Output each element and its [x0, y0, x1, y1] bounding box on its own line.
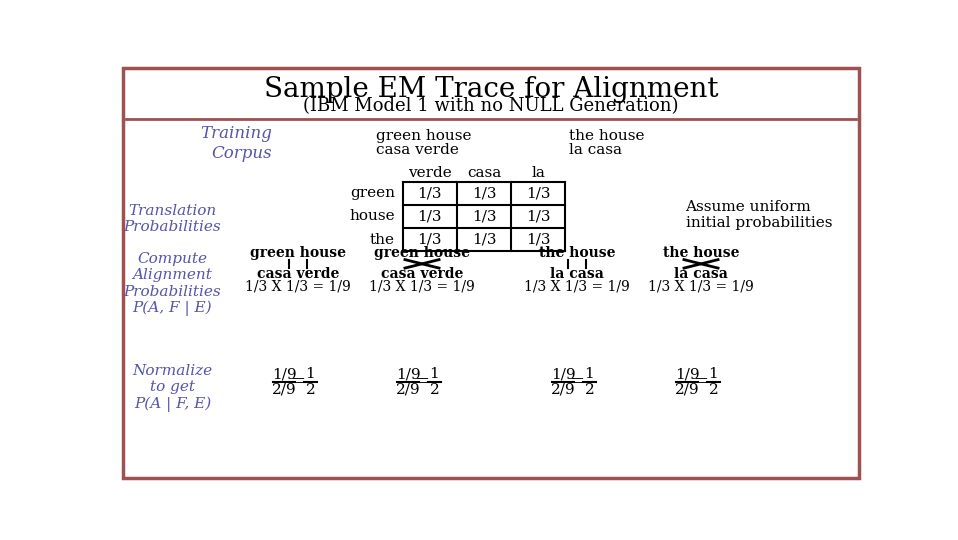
Text: 1/3: 1/3 [418, 233, 442, 247]
Text: la casa: la casa [674, 267, 728, 281]
Text: green house: green house [374, 246, 470, 260]
Text: 1/3: 1/3 [418, 210, 442, 224]
Text: 2/9: 2/9 [551, 383, 576, 397]
Text: 1/3: 1/3 [526, 186, 551, 200]
Text: 1/9: 1/9 [272, 367, 296, 381]
Text: 1/9: 1/9 [674, 367, 699, 381]
Text: Sample EM Trace for Alignment: Sample EM Trace for Alignment [263, 76, 718, 103]
Text: Translation
Probabilities: Translation Probabilities [124, 204, 221, 234]
Text: =: = [290, 373, 306, 391]
Text: la casa: la casa [569, 143, 623, 157]
Text: green: green [350, 186, 395, 200]
Text: green house: green house [250, 246, 346, 260]
Text: 1: 1 [306, 367, 315, 381]
Text: house: house [350, 210, 395, 224]
Text: casa verde: casa verde [257, 267, 339, 281]
Text: Normalize
to get
P(A | F, E): Normalize to get P(A | F, E) [132, 364, 213, 412]
Text: 2: 2 [709, 383, 718, 397]
Text: 1/3 X 1/3 = 1/9: 1/3 X 1/3 = 1/9 [369, 280, 475, 294]
Text: la: la [532, 166, 545, 180]
Text: 1: 1 [709, 367, 718, 381]
Text: =: = [694, 373, 709, 391]
Text: green house: green house [376, 129, 471, 143]
Text: the house: the house [569, 129, 645, 143]
Text: 1/3 X 1/3 = 1/9: 1/3 X 1/3 = 1/9 [649, 280, 754, 294]
FancyBboxPatch shape [123, 68, 859, 477]
Text: casa verde: casa verde [376, 143, 458, 157]
Text: the: the [370, 233, 395, 247]
Text: 1/3: 1/3 [471, 233, 496, 247]
Text: =: = [415, 373, 429, 391]
Text: =: = [569, 373, 584, 391]
Text: 2: 2 [584, 383, 594, 397]
Text: la casa: la casa [550, 267, 604, 281]
Text: 1: 1 [429, 367, 440, 381]
Text: 1: 1 [584, 367, 594, 381]
Text: 1/3: 1/3 [526, 210, 551, 224]
Text: 1/9: 1/9 [396, 367, 421, 381]
Text: verde: verde [408, 166, 451, 180]
Text: 1/9: 1/9 [551, 367, 576, 381]
Text: the house: the house [538, 246, 615, 260]
Text: (IBM Model 1 with no NULL Generation): (IBM Model 1 with no NULL Generation) [304, 97, 678, 114]
Text: 2/9: 2/9 [272, 383, 296, 397]
Text: 1/3: 1/3 [526, 233, 551, 247]
Text: Training
Corpus: Training Corpus [200, 125, 272, 161]
Text: 2: 2 [429, 383, 440, 397]
Text: 2/9: 2/9 [674, 383, 699, 397]
Text: the house: the house [663, 246, 740, 260]
Text: 2/9: 2/9 [396, 383, 421, 397]
Text: 1/3 X 1/3 = 1/9: 1/3 X 1/3 = 1/9 [245, 280, 351, 294]
Text: casa: casa [467, 166, 501, 180]
Text: 1/3: 1/3 [418, 186, 442, 200]
Text: Assume uniform
initial probabilities: Assume uniform initial probabilities [686, 200, 832, 230]
Text: Compute
Alignment
Probabilities
P(A, F | E): Compute Alignment Probabilities P(A, F |… [124, 252, 221, 316]
Text: 1/3 X 1/3 = 1/9: 1/3 X 1/3 = 1/9 [524, 280, 629, 294]
Text: 1/3: 1/3 [471, 186, 496, 200]
Text: casa verde: casa verde [381, 267, 463, 281]
Text: 2: 2 [306, 383, 315, 397]
Text: 1/3: 1/3 [471, 210, 496, 224]
